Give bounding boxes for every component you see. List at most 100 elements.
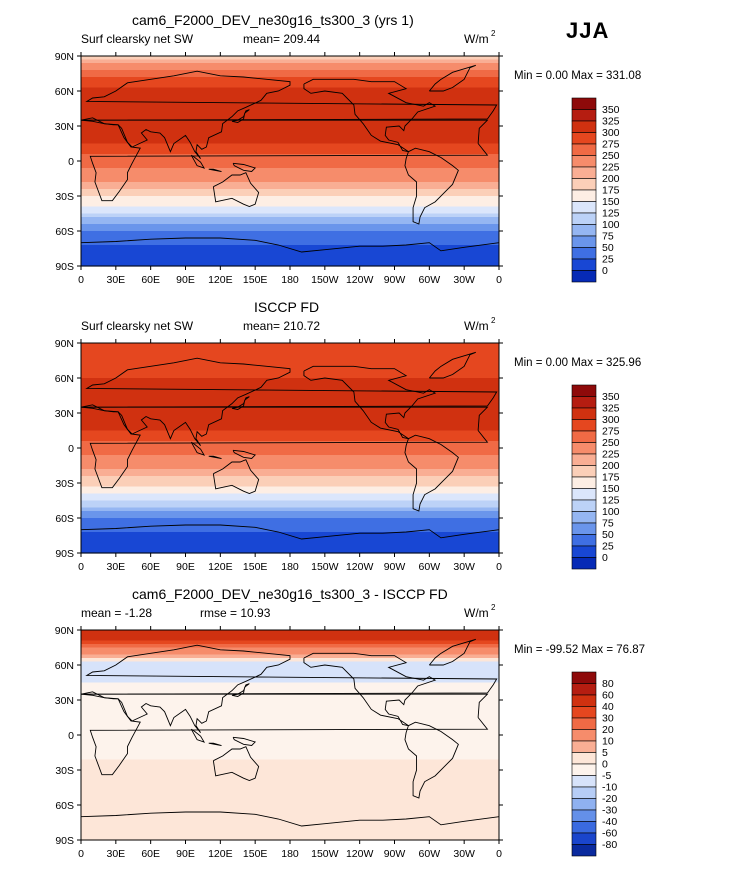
map-band: [81, 129, 499, 134]
coastline: [303, 652, 437, 727]
y-tick-label: 60S: [55, 226, 74, 238]
coastline: [231, 109, 250, 123]
coastline: [404, 147, 459, 225]
map-band: [81, 143, 499, 148]
colorbar-label: 125: [602, 495, 620, 507]
map-band: [81, 794, 499, 799]
colorbar-swatch: [571, 258, 597, 271]
colorbar-swatch: [571, 786, 597, 799]
colorbar-label: 225: [602, 449, 620, 461]
colorbar-label: 40: [602, 701, 614, 713]
colorbar-label: 100: [602, 506, 620, 518]
colorbar-label: 325: [602, 403, 620, 415]
coastline: [80, 811, 500, 827]
map-band: [81, 749, 499, 754]
x-tick-label: 150W: [311, 561, 339, 573]
map-band: [81, 77, 499, 82]
map-band: [81, 458, 499, 463]
map-band: [81, 70, 499, 75]
map-band: [81, 360, 499, 365]
map-band: [81, 528, 499, 533]
colorbar-label: 30: [602, 713, 614, 725]
coastline: [404, 721, 459, 799]
map-band: [81, 479, 499, 484]
map-band: [81, 707, 499, 712]
x-tick-label: 120W: [346, 848, 374, 860]
colorbar-label: -60: [602, 828, 617, 840]
map-band: [81, 815, 499, 820]
colorbar-swatch: [571, 844, 597, 857]
map-band: [81, 147, 499, 152]
map-band: [81, 686, 499, 691]
coastline: [428, 351, 476, 379]
coastline: [212, 746, 260, 781]
coastline: [231, 396, 250, 410]
colorbar-label: 300: [602, 414, 620, 426]
x-tick-label: 90W: [384, 848, 406, 860]
map-band: [81, 658, 499, 663]
y-tick-label: 30S: [55, 191, 74, 203]
map-band: [81, 777, 499, 782]
map-band: [81, 514, 499, 519]
map-band: [81, 427, 499, 432]
x-tick-label: 180: [281, 274, 299, 286]
colorbar-swatch: [571, 534, 597, 547]
map-band: [81, 241, 499, 246]
map-band: [81, 63, 499, 68]
map-band: [81, 115, 499, 120]
colorbar-swatch: [571, 706, 597, 719]
map-band: [81, 353, 499, 358]
colorbar-label: 275: [602, 139, 620, 151]
map-band: [81, 476, 499, 481]
map-band: [81, 752, 499, 757]
colorbar-swatch: [571, 798, 597, 811]
map-band: [81, 350, 499, 355]
map-band: [81, 644, 499, 649]
map-band: [81, 493, 499, 498]
x-tick-label: 30W: [453, 561, 475, 573]
map-band: [81, 801, 499, 806]
map-band: [81, 161, 499, 166]
map-band: [81, 171, 499, 176]
map-band: [81, 150, 499, 155]
colorbar-swatch: [571, 109, 597, 122]
map-band: [81, 140, 499, 145]
coastline: [208, 168, 222, 172]
map-band: [81, 175, 499, 180]
coastline: [190, 154, 206, 169]
map-band: [81, 409, 499, 414]
colorbar-swatch: [571, 453, 597, 466]
colorbar-label: 25: [602, 541, 614, 553]
map-band: [81, 451, 499, 456]
map-band: [81, 392, 499, 397]
map-band: [81, 385, 499, 390]
map-band: [81, 745, 499, 750]
map-band: [81, 105, 499, 110]
map-band: [81, 231, 499, 236]
map-band: [81, 371, 499, 376]
colorbar-swatch: [571, 430, 597, 443]
colorbar-label: -80: [602, 839, 617, 851]
map-band: [81, 647, 499, 652]
map-band: [81, 469, 499, 474]
y-tick-label: 0: [68, 443, 74, 455]
map-band: [81, 549, 499, 554]
panel-left-label: Surf clearsky net SW: [81, 32, 194, 46]
map-band: [81, 437, 499, 442]
map-band: [81, 637, 499, 642]
panel-stat-label: mean= 210.72: [243, 319, 321, 333]
panel-title: cam6_F2000_DEV_ne30g16_ts300_3 (yrs 1): [132, 12, 414, 28]
map-band: [81, 784, 499, 789]
colorbar-swatch: [571, 809, 597, 822]
units-exponent: 2: [491, 603, 496, 612]
x-tick-label: 150W: [311, 274, 339, 286]
colorbar-label: 0: [602, 759, 608, 771]
map-band: [81, 73, 499, 78]
coastline: [404, 434, 459, 512]
map-band: [81, 378, 499, 383]
map-band: [81, 780, 499, 785]
colorbar-swatch: [571, 247, 597, 260]
map-band: [81, 182, 499, 187]
coastline: [80, 644, 498, 733]
